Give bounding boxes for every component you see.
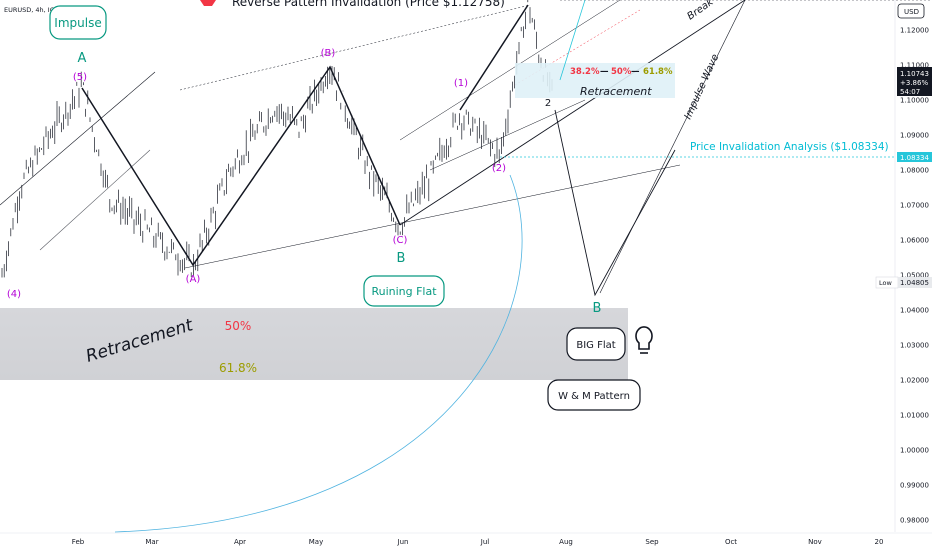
fib-retracement-box — [515, 63, 675, 98]
projection-arc — [114, 174, 523, 533]
price-tick-label: 1.12000 — [900, 27, 929, 35]
impulse-wave-label: Impulse Wave — [683, 53, 722, 122]
wave-label-B-mid: B — [397, 251, 406, 266]
zone-50-label: 50% — [225, 319, 252, 333]
svg-text:1.08334: 1.08334 — [900, 154, 929, 162]
svg-text:W & M Pattern: W & M Pattern — [558, 391, 630, 402]
wave-label-2-paren: (2) — [492, 163, 506, 174]
wave-label-4: (4) — [7, 289, 21, 300]
impulse-wave-line — [599, 0, 746, 294]
time-tick-label: Mar — [145, 538, 158, 546]
big-flat-box: BIG Flat — [566, 327, 626, 361]
alert-banner: Reverse Pattern Invalidation (Price $1.1… — [200, 0, 505, 9]
price-tick-label: 0.99000 — [900, 482, 929, 490]
current-price-marker: 1.10743 +3.86% 54:07 — [897, 67, 932, 96]
price-tick-label: 1.05000 — [900, 272, 929, 280]
warning-icon — [200, 0, 216, 6]
price-tick-label: 1.07000 — [900, 202, 929, 210]
time-tick-label: 20 — [875, 538, 884, 546]
price-tick-label: 1.06000 — [900, 237, 929, 245]
svg-text:BIG Flat: BIG Flat — [576, 340, 615, 351]
time-tick-label: Jul — [480, 538, 490, 546]
price-tick-label: 1.10000 — [900, 97, 929, 105]
wave-label-C-paren: (C) — [393, 235, 408, 246]
price-tick-label: 1.09000 — [900, 132, 929, 140]
wave-2-impulse — [459, 4, 529, 111]
wave-label-B-low: B — [593, 301, 602, 316]
currency-badge[interactable]: USD — [897, 3, 925, 19]
invalidation-price-marker: 1.08334 — [897, 152, 932, 162]
time-tick-label: Sep — [645, 538, 659, 546]
price-invalidation-label: Price Invalidation Analysis ($1.08334) — [690, 141, 889, 153]
current-price: 1.10743 — [900, 70, 929, 78]
wave-label-2: 2 — [545, 98, 551, 109]
break-label: Break — [685, 0, 716, 22]
price-tick-label: 1.11000 — [900, 62, 929, 70]
wave-label-1: (1) — [454, 78, 468, 89]
svg-text:—: — — [631, 67, 640, 77]
price-candles — [1, 0, 553, 278]
wave-label-A-top: A — [78, 51, 87, 66]
zone-61-label: 61.8% — [219, 361, 257, 375]
svg-text:Impulse: Impulse — [54, 16, 101, 30]
wave-label-B-paren: (B) — [321, 48, 336, 59]
low-price-marker: Low 1.04805 — [875, 276, 932, 289]
time-tick-label: Nov — [808, 538, 822, 546]
price-axis[interactable]: 1.12000 1.11000 1.10000 1.09000 1.08000 1.070… — [894, 0, 929, 532]
time-tick-label: Oct — [725, 538, 737, 546]
svg-text:Ruining Flat: Ruining Flat — [371, 285, 437, 298]
wave-abc-zigzag — [81, 65, 401, 267]
time-tick-label: Jun — [397, 538, 409, 546]
retracement-small-label: Retracement — [580, 85, 652, 98]
svg-text:Low: Low — [879, 279, 892, 287]
price-tick-label: 1.01000 — [900, 412, 929, 420]
svg-text:Reverse Pattern Invalidation (: Reverse Pattern Invalidation (Price $1.1… — [232, 0, 505, 9]
price-tick-label: 1.04000 — [900, 307, 929, 315]
teal-projection-line — [559, 0, 586, 81]
wave-projection-b — [554, 109, 676, 297]
channel-lines — [0, 0, 932, 269]
svg-text:USD: USD — [904, 8, 919, 16]
symbol-header: EURUSD, 4h, ICE — [4, 6, 58, 14]
time-tick-label: May — [309, 538, 323, 546]
wave-label-5: (5) — [73, 72, 87, 83]
wave-label-A-paren: (A) — [186, 274, 201, 285]
lightbulb-icon — [635, 326, 653, 354]
ruining-flat-box: Ruining Flat — [363, 275, 445, 307]
retracement-zone — [0, 308, 628, 380]
svg-text:1.04805: 1.04805 — [900, 279, 929, 287]
price-tick-label: 0.98000 — [900, 517, 929, 525]
price-tick-label: 1.03000 — [900, 342, 929, 350]
svg-text:—: — — [600, 67, 609, 77]
time-tick-label: Feb — [72, 538, 85, 546]
price-tick-label: 1.00000 — [900, 447, 929, 455]
svg-text:38.2%: 38.2% — [570, 67, 600, 77]
svg-text:61.8%: 61.8% — [643, 67, 673, 77]
svg-text:50%: 50% — [611, 67, 632, 77]
time-tick-label: Apr — [234, 538, 246, 546]
impulse-label-box: Impulse — [49, 5, 107, 40]
time-tick-label: Aug — [559, 538, 573, 546]
current-countdown: 54:07 — [900, 88, 920, 96]
current-change: +3.86% — [900, 79, 928, 87]
fib-levels-text: 38.2% — 50% — 61.8% — [570, 67, 673, 77]
price-tick-label: 1.02000 — [900, 377, 929, 385]
wm-pattern-box: W & M Pattern — [547, 379, 641, 411]
price-tick-label: 1.08000 — [900, 167, 929, 175]
time-axis[interactable]: Feb Mar Apr May Jun Jul Aug Sep Oct Nov 20 — [0, 532, 932, 546]
